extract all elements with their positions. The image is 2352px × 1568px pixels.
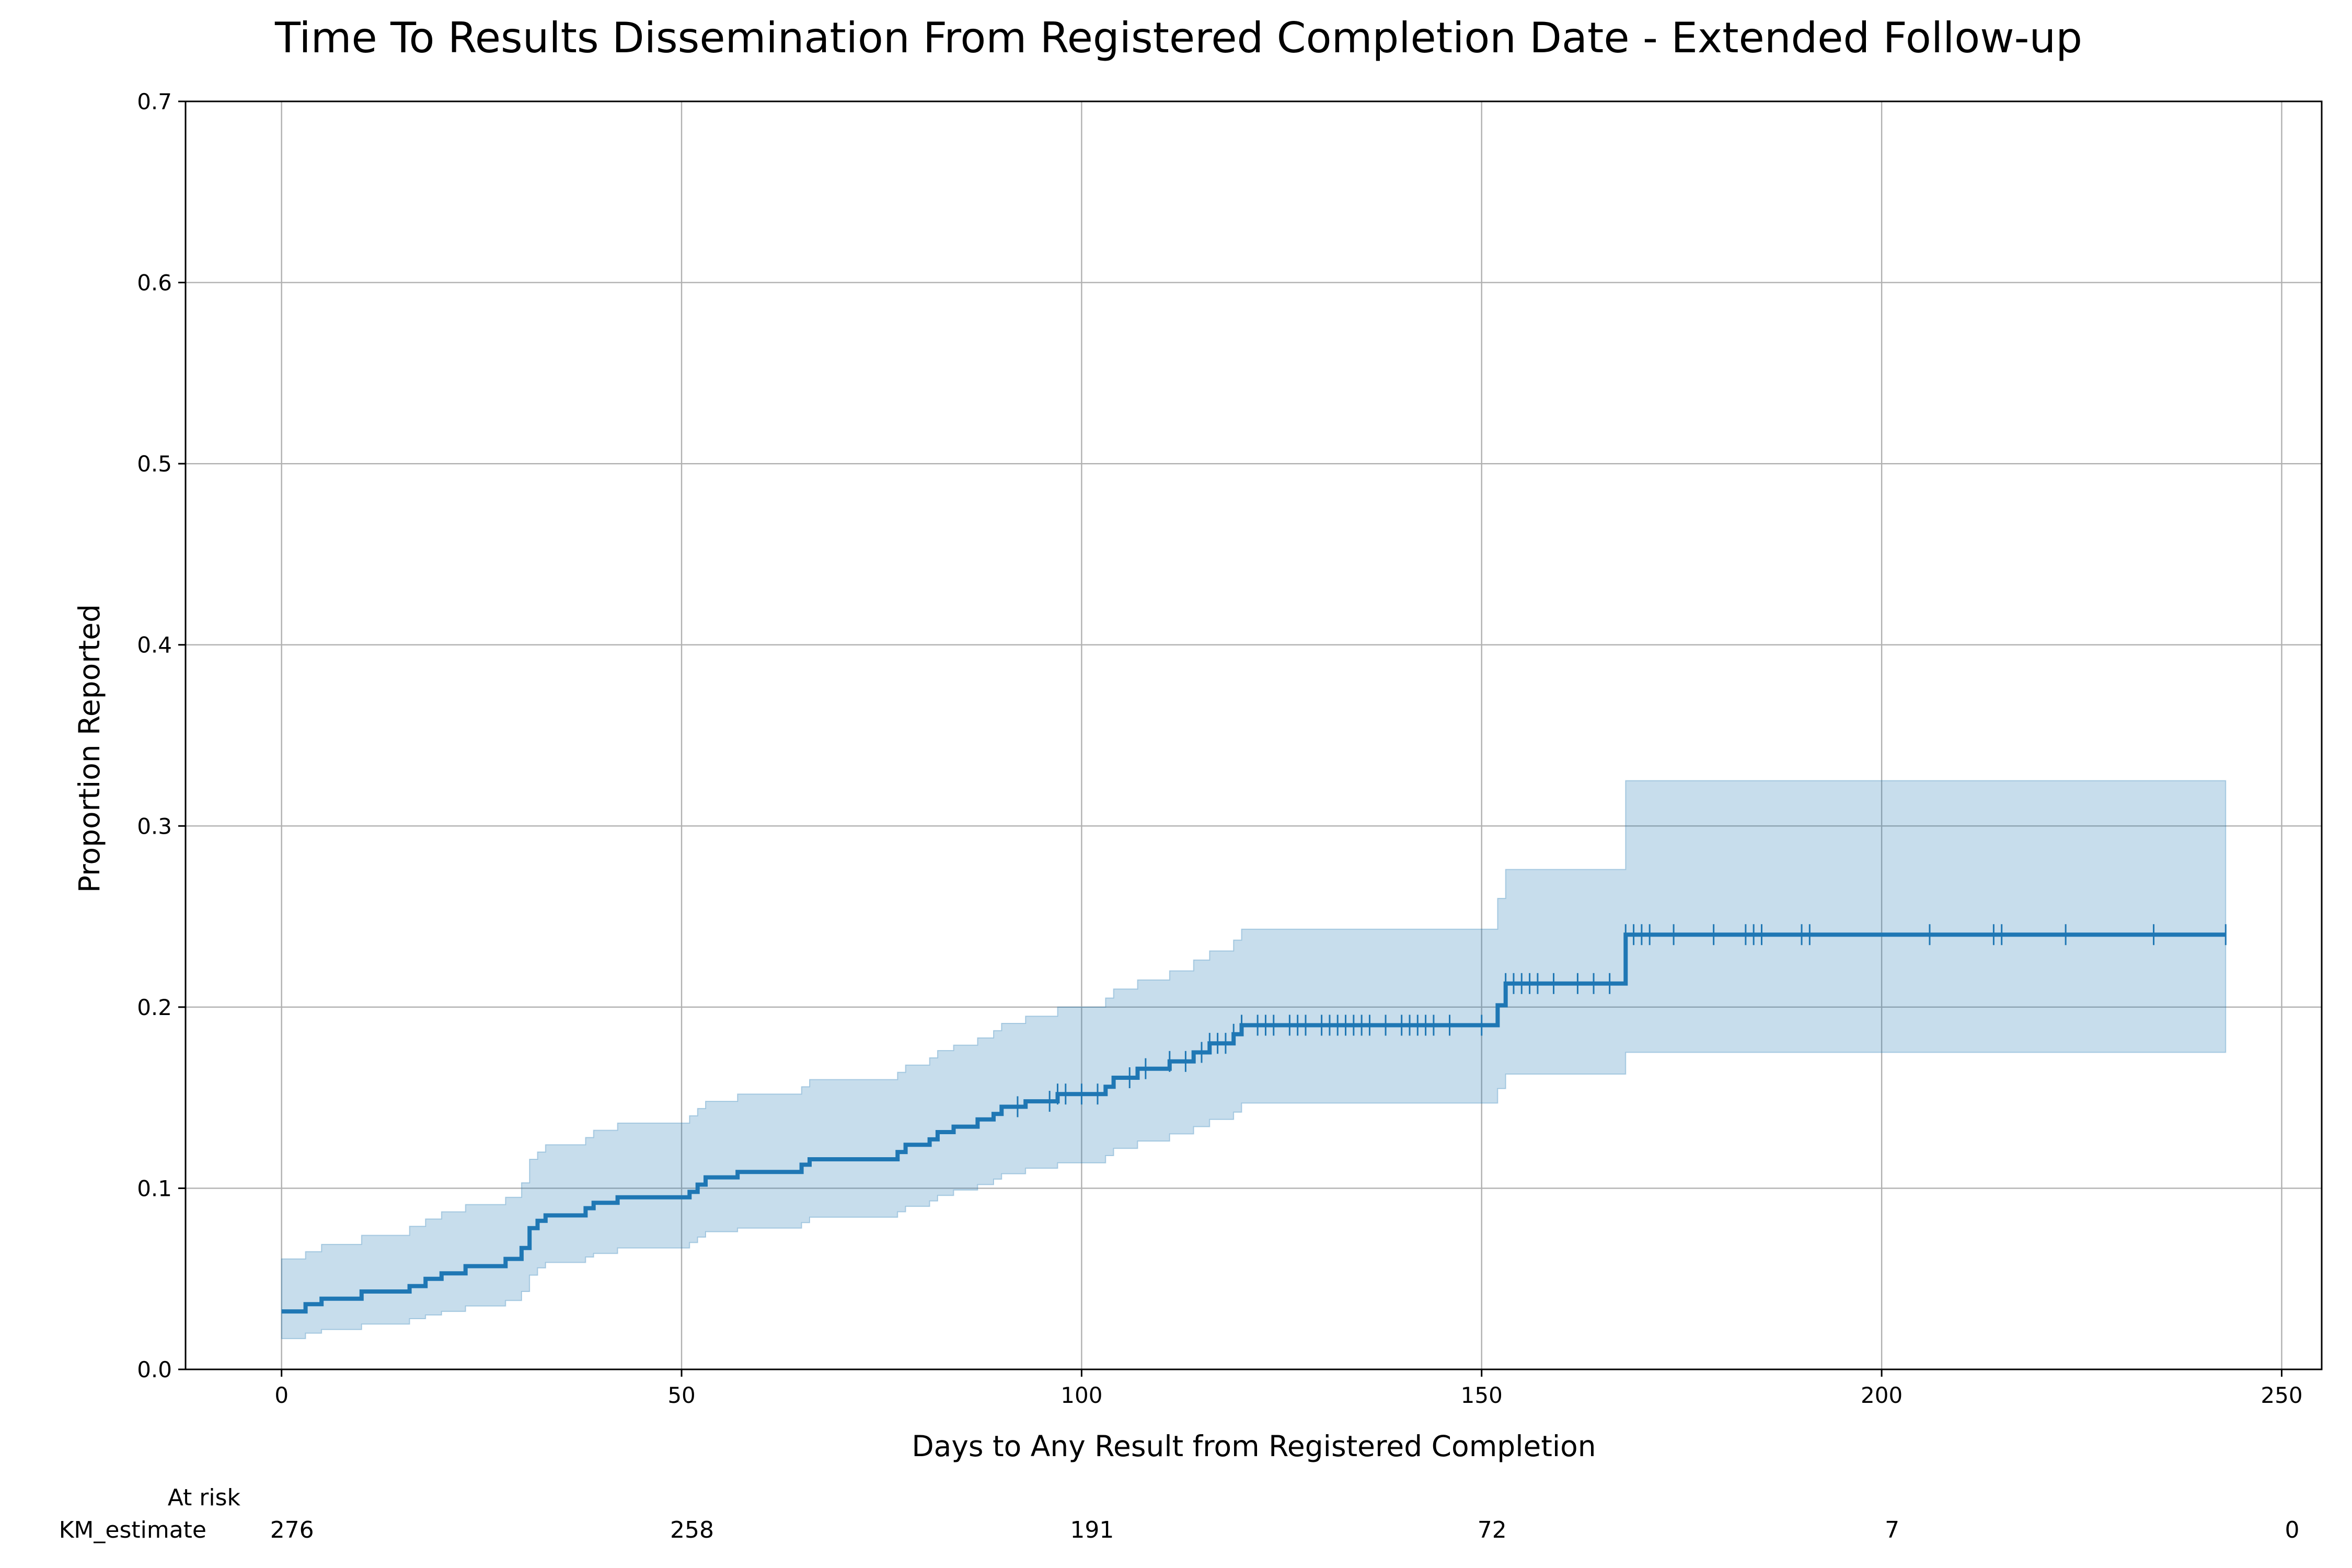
at-risk-row-label: KM_estimate: [59, 1517, 206, 1543]
x-tick-label: 50: [667, 1382, 695, 1408]
at-risk-count: 72: [1478, 1517, 1507, 1543]
x-tick-label: 100: [1060, 1382, 1102, 1408]
at-risk-counts: 276 258 191 72 7 0: [270, 1517, 2300, 1543]
at-risk-count: 258: [670, 1517, 714, 1543]
confidence-band: [281, 780, 2227, 1340]
y-axis-ticks: 0.0 0.1 0.2 0.3 0.4 0.5 0.6 0.7: [137, 89, 186, 1382]
grid: [186, 100, 2322, 1370]
y-tick-label: 0.7: [137, 89, 172, 114]
at-risk-count: 7: [1885, 1517, 1899, 1543]
plot-frame: [185, 100, 2323, 1370]
censor-marks: [1017, 924, 2227, 1117]
y-axis-label: Proportion Reported: [73, 604, 106, 893]
y-tick-label: 0.2: [137, 995, 172, 1020]
confidence-band-area: [281, 780, 2227, 1340]
x-tick-label: 0: [274, 1382, 289, 1408]
y-tick-label: 0.4: [137, 632, 172, 658]
x-axis-ticks: 0 50 100 150 200 250: [274, 1369, 2303, 1408]
km-series-line: [281, 932, 2226, 1314]
at-risk-header: At risk: [168, 1484, 241, 1511]
at-risk-count: 191: [1070, 1517, 1114, 1543]
at-risk-table: At risk KM_estimate 276 258 191 72 7 0: [59, 1484, 2300, 1543]
km-step-line: [281, 932, 2226, 1314]
y-tick-label: 0.3: [137, 813, 172, 839]
x-tick-label: 200: [1861, 1382, 1903, 1408]
y-tick-label: 0.5: [137, 451, 172, 477]
y-tick-label: 0.0: [137, 1357, 172, 1382]
x-tick-label: 150: [1461, 1382, 1503, 1408]
at-risk-count: 0: [2285, 1517, 2299, 1543]
x-axis-label: Days to Any Result from Registered Compl…: [912, 1429, 1596, 1463]
x-tick-label: 250: [2261, 1382, 2302, 1408]
chart-title: Time To Results Dissemination From Regis…: [274, 14, 2082, 62]
y-tick-label: 0.1: [137, 1175, 172, 1201]
y-tick-label: 0.6: [137, 270, 172, 296]
at-risk-count: 276: [270, 1517, 314, 1543]
